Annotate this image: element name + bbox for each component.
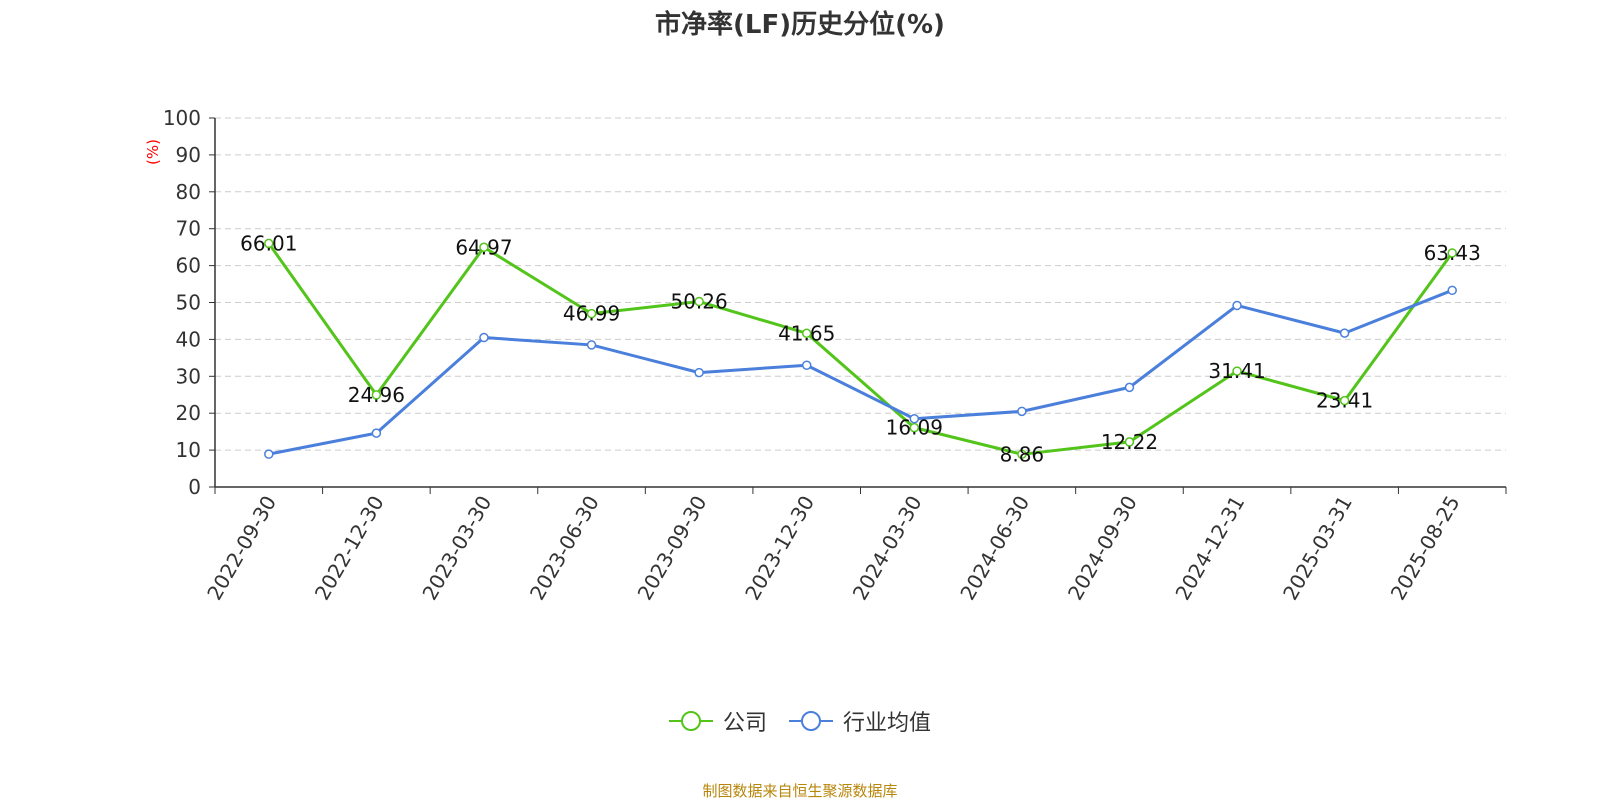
data-label: 63.43	[1424, 241, 1481, 265]
legend-industry-marker-icon	[789, 711, 833, 731]
line-chart: 0 10 20 30 40 50 60 70 80 90 100(%) 2022-09-30 2022-…	[144, 106, 1507, 605]
y-tick-label: 80	[176, 180, 201, 204]
data-label: 46.99	[563, 302, 620, 326]
x-tick-label: 2024-06-30	[955, 492, 1034, 605]
source-footer: 制图数据来自恒生聚源数据库	[702, 782, 898, 800]
x-tick-label: 2024-12-31	[1170, 492, 1249, 605]
data-label: 50.26	[670, 290, 727, 314]
data-label: 31.41	[1208, 359, 1265, 383]
data-point-industry-avg	[801, 360, 812, 370]
data-point-industry-avg	[586, 340, 597, 350]
chart-legend: 公司 行业均值	[0, 705, 1600, 737]
data-point-industry-avg	[264, 449, 274, 459]
data-point-company	[371, 390, 382, 400]
legend-company-marker-icon	[668, 711, 713, 731]
y-tick-label: 50	[176, 291, 201, 315]
y-tick-label: 40	[176, 327, 201, 351]
data-label: 23.41	[1316, 389, 1373, 413]
data-point-industry-avg	[1017, 406, 1027, 417]
data-point-company	[909, 422, 920, 433]
data-point-company	[586, 308, 597, 319]
y-tick-label: 10	[176, 438, 201, 462]
data-point-company	[264, 238, 274, 249]
data-point-industry-avg	[1339, 328, 1350, 338]
data-label: 64.97	[455, 235, 512, 259]
series-line-industry-avg	[268, 288, 1453, 456]
y-tick-label: 70	[176, 217, 201, 241]
data-point-industry-avg	[1232, 300, 1242, 311]
data-point-industry-avg	[694, 367, 704, 378]
x-tick-label: 2023-09-30	[633, 492, 712, 605]
y-tick-label: 20	[176, 401, 201, 425]
data-label: 66.01	[240, 231, 297, 255]
data-point-industry-avg	[1124, 382, 1135, 393]
data-point-industry-avg	[909, 413, 920, 424]
legend-item-industry-avg[interactable]: 行业均值	[789, 705, 931, 737]
data-point-company	[1339, 395, 1350, 406]
x-tick-label: 2022-12-30	[310, 492, 389, 605]
data-label: 16.09	[886, 416, 943, 440]
x-tick-label: 2024-09-30	[1063, 492, 1142, 605]
y-axis-label: (%)	[144, 139, 162, 165]
y-tick-label: 0	[188, 475, 201, 499]
data-point-industry-avg	[479, 332, 489, 343]
x-tick-label: 2024-03-30	[848, 492, 927, 605]
data-point-company	[1232, 366, 1242, 376]
y-tick-label: 100	[163, 106, 201, 130]
data-point-company	[694, 296, 704, 307]
legend-label-industry-avg: 行业均值	[843, 711, 932, 736]
data-point-company	[1017, 449, 1027, 460]
y-tick-label: 90	[176, 143, 201, 167]
data-label: 8.86	[1000, 442, 1045, 466]
legend-item-company[interactable]: 公司	[668, 705, 767, 737]
data-label: 12.22	[1101, 430, 1158, 454]
x-tick-label: 2023-03-30	[417, 492, 496, 605]
series-line-company	[267, 242, 1454, 456]
data-label: 41.65	[778, 321, 835, 345]
x-tick-label: 2025-03-31	[1278, 492, 1357, 605]
data-point-industry-avg	[1447, 285, 1457, 296]
x-tick-label: 2023-12-30	[740, 492, 819, 605]
data-label: 24.96	[348, 383, 405, 407]
x-tick-label: 2025-08-25	[1386, 492, 1465, 605]
chart-title: 市净率(LF)历史分位(%)	[655, 10, 945, 40]
x-tick-label: 2022-09-30	[202, 492, 281, 605]
data-point-company	[479, 242, 489, 253]
legend-label-company: 公司	[722, 711, 767, 736]
data-point-company	[1124, 437, 1135, 447]
data-point-company	[801, 328, 812, 339]
x-tick-label: 2023-06-30	[525, 492, 604, 605]
data-point-company	[1447, 248, 1457, 258]
y-tick-label: 30	[176, 364, 201, 388]
data-point-industry-avg	[371, 428, 382, 438]
y-tick-label: 60	[176, 254, 201, 278]
